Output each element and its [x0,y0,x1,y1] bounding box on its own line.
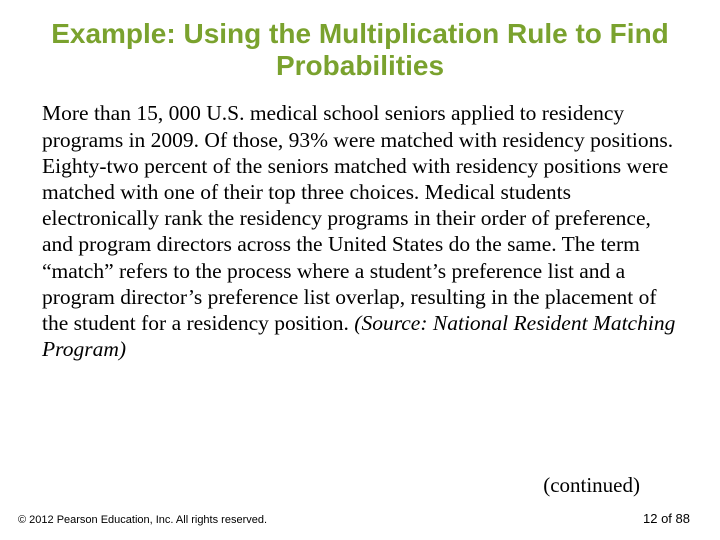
body-paragraph: More than 15, 000 U.S. medical school se… [42,100,678,362]
page-total: 88 [676,511,690,526]
page-current: 12 [643,511,657,526]
copyright-footer: © 2012 Pearson Education, Inc. All right… [18,514,267,526]
slide-title: Example: Using the Multiplication Rule t… [36,18,684,82]
body-main-text: More than 15, 000 U.S. medical school se… [42,101,673,335]
page-number: 12 of 88 [643,511,690,526]
continued-indicator: (continued) [543,473,640,498]
slide-container: Example: Using the Multiplication Rule t… [0,0,720,540]
page-of: of [657,511,675,526]
